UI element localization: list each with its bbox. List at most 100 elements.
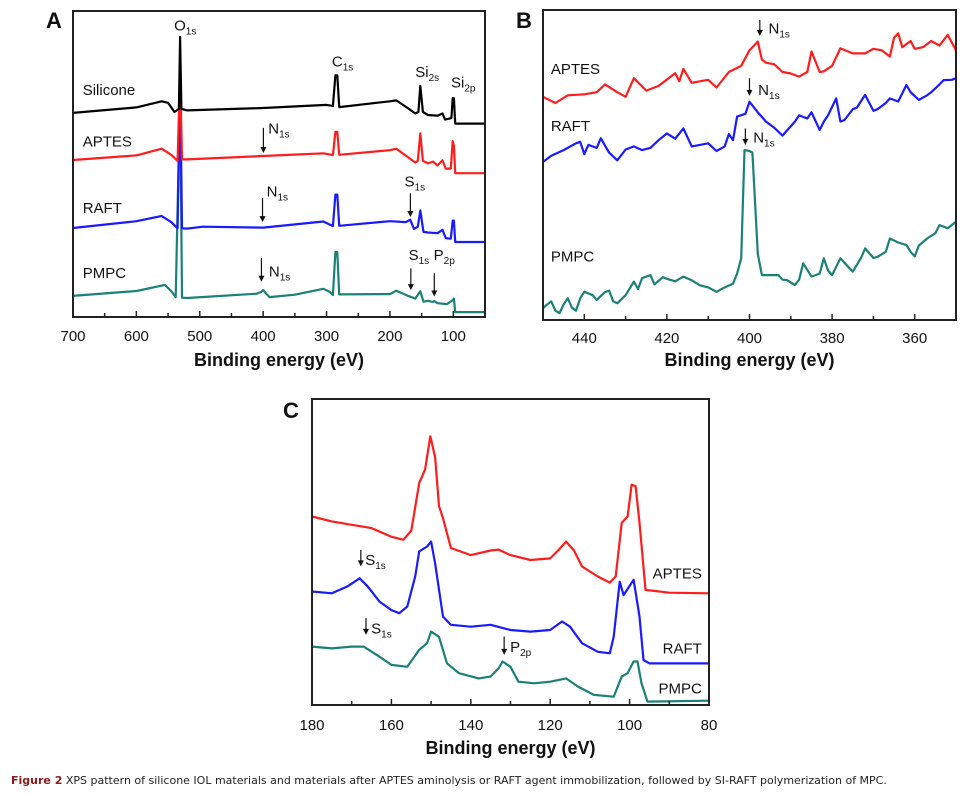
annotation-subscript: 2s <box>429 73 440 84</box>
annotation-subscript: 1s <box>769 91 780 102</box>
x-tick-label: 100 <box>617 717 642 734</box>
annotation-element: N <box>753 130 764 147</box>
arrow-head <box>259 216 266 223</box>
x-axis-title: Binding energy (eV) <box>425 738 595 758</box>
series-line-raft <box>311 540 709 665</box>
x-axis-title: Binding energy (eV) <box>664 350 834 370</box>
series-line-pmpc <box>311 630 710 703</box>
peak-annotation: S1s <box>371 620 392 640</box>
x-tick-label: 500 <box>187 328 212 345</box>
series-line-silicone <box>72 35 485 125</box>
annotation-element: Si <box>451 75 464 92</box>
plot-frame <box>542 9 957 321</box>
annotation-subscript: 1s <box>764 139 775 150</box>
arrow-head <box>431 290 438 297</box>
annotation-element: N <box>268 120 279 137</box>
peak-annotation: S1s <box>365 552 386 572</box>
peak-annotation: C1s <box>332 54 353 74</box>
annotation-subscript: 1s <box>277 193 288 204</box>
annotation-element: Si <box>415 64 428 81</box>
series-line-raft <box>542 77 957 163</box>
peak-annotation: P2p <box>510 639 532 659</box>
x-tick-label: 100 <box>441 328 466 345</box>
annotation-element: S <box>371 620 381 637</box>
series-label: PMPC <box>83 265 127 282</box>
peak-annotation: N1s <box>267 184 288 204</box>
x-tick-label: 380 <box>820 330 845 347</box>
x-tick-label: 300 <box>314 328 339 345</box>
series-label: PMPC <box>551 249 595 266</box>
peak-annotation: N1s <box>753 130 774 150</box>
annotation-subscript: 1s <box>186 27 197 38</box>
x-tick-label: 440 <box>572 330 597 347</box>
caption-text: XPS pattern of silicone IOL materials an… <box>65 774 887 787</box>
arrow-head <box>362 628 369 635</box>
arrow-head <box>746 89 753 96</box>
annotation-subscript: 1s <box>419 256 430 267</box>
annotation-element: O <box>174 18 186 35</box>
annotation-subscript: 1s <box>280 273 291 284</box>
series-label: PMPC <box>659 680 703 697</box>
peak-annotation: N1s <box>268 120 289 140</box>
series-label: RAFT <box>663 640 702 657</box>
arrow-head <box>407 284 414 291</box>
series-label: APTES <box>83 134 132 151</box>
series-label: Silicone <box>83 82 136 99</box>
x-tick-label: 120 <box>538 717 563 734</box>
x-tick-label: 360 <box>902 330 927 347</box>
annotation-element: S <box>409 247 419 264</box>
panel-letter: B <box>516 8 532 33</box>
x-tick-label: 140 <box>458 717 483 734</box>
annotation-subscript: 1s <box>415 183 426 194</box>
x-tick-label: 80 <box>701 717 718 734</box>
arrow-head <box>756 30 763 37</box>
annotation-element: N <box>269 264 280 281</box>
x-tick-label: 420 <box>654 330 679 347</box>
annotation-element: N <box>768 20 779 37</box>
annotation-element: P <box>434 247 444 264</box>
x-tick-label: 180 <box>299 717 324 734</box>
peak-annotation: S1s <box>409 247 430 267</box>
x-tick-label: 400 <box>737 330 762 347</box>
series-label: APTES <box>653 565 702 582</box>
annotation-subscript: 2p <box>444 256 456 267</box>
annotation-subscript: 2p <box>464 84 476 95</box>
x-tick-label: 400 <box>251 328 276 345</box>
arrow-head <box>258 275 265 282</box>
series-line-aptes <box>311 435 710 595</box>
figure-label: Figure 2 <box>11 774 63 787</box>
annotation-element: S <box>405 174 415 191</box>
arrow-head <box>501 648 508 655</box>
annotation-subscript: 1s <box>343 63 354 74</box>
panel-letter: C <box>283 398 299 423</box>
annotation-element: N <box>758 82 769 99</box>
peak-annotation: O1s <box>174 18 196 38</box>
arrow-head <box>357 560 364 567</box>
annotation-subscript: 1s <box>381 629 392 640</box>
annotation-element: P <box>510 639 520 656</box>
arrow-head <box>742 138 749 145</box>
annotation-subscript: 1s <box>375 561 386 572</box>
plot-frame <box>72 10 486 318</box>
x-tick-label: 160 <box>379 717 404 734</box>
series-line-pmpc <box>542 149 957 315</box>
peak-annotation: N1s <box>269 264 290 284</box>
arrow-head <box>407 210 414 217</box>
panel-letter: A <box>46 8 62 33</box>
peak-annotation: Si2s <box>415 64 439 84</box>
series-label: RAFT <box>551 118 590 135</box>
arrow-head <box>260 146 267 153</box>
peak-annotation: Si2p <box>451 75 476 95</box>
series-label: RAFT <box>83 200 122 217</box>
series-label: APTES <box>551 61 600 78</box>
figure-caption: Figure 2 XPS pattern of silicone IOL mat… <box>11 774 887 787</box>
series-line-aptes <box>542 32 957 105</box>
annotation-element: C <box>332 54 343 71</box>
x-tick-label: 600 <box>124 328 149 345</box>
annotation-element: N <box>267 184 278 201</box>
annotation-subscript: 1s <box>779 29 790 40</box>
peak-annotation: P2p <box>434 247 456 267</box>
